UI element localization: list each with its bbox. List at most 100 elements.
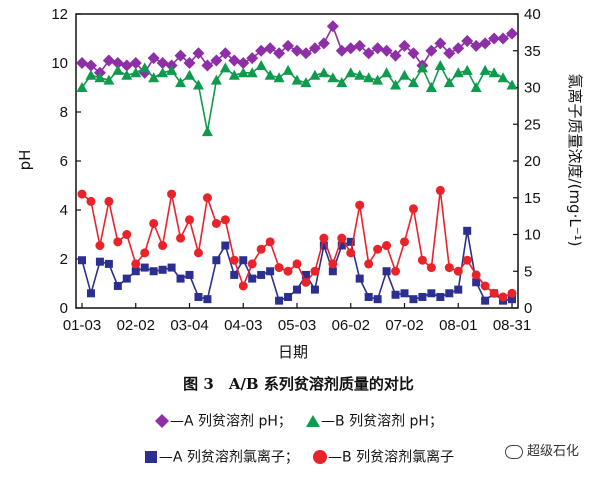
y-left-tick-label: 6 bbox=[60, 153, 68, 170]
data-point-triangle bbox=[210, 74, 222, 85]
data-point-triangle bbox=[443, 77, 455, 88]
data-point-triangle bbox=[121, 69, 133, 80]
data-point-square bbox=[95, 257, 104, 266]
data-point-square bbox=[230, 270, 239, 279]
data-point-triangle bbox=[506, 79, 518, 90]
data-point-diamond bbox=[308, 42, 321, 55]
data-point-triangle bbox=[416, 62, 428, 73]
data-point-diamond bbox=[326, 20, 339, 33]
figure-caption: 图 3 A/B 系列贫溶剂质量的对比 bbox=[183, 375, 414, 393]
data-point-diamond bbox=[255, 44, 268, 57]
data-point-circle bbox=[140, 248, 150, 258]
data-point-triangle bbox=[201, 126, 213, 137]
data-point-square bbox=[346, 237, 355, 246]
data-point-triangle bbox=[461, 64, 473, 75]
data-point-circle bbox=[364, 259, 374, 269]
data-point-diamond bbox=[210, 54, 223, 67]
x-tick-label: 02-02 bbox=[117, 317, 155, 334]
data-point-circle bbox=[444, 263, 454, 273]
data-point-triangle bbox=[139, 62, 151, 73]
data-point-circle bbox=[149, 218, 159, 228]
data-point-circle bbox=[400, 237, 409, 247]
data-point-triangle bbox=[219, 62, 231, 73]
data-point-square bbox=[275, 296, 284, 305]
data-point-diamond bbox=[344, 42, 357, 55]
y-right-tick-label: 25 bbox=[524, 116, 541, 133]
data-point-triangle bbox=[246, 67, 258, 78]
data-point-triangle bbox=[390, 79, 402, 90]
data-point-triangle bbox=[85, 69, 97, 80]
data-point-diamond bbox=[362, 47, 375, 60]
y-right-tick-label: 20 bbox=[524, 153, 541, 170]
x-axis-label: 日期 bbox=[278, 343, 308, 361]
data-point-diamond bbox=[335, 44, 348, 57]
data-point-square bbox=[284, 292, 293, 301]
watermark: 超级石化 bbox=[504, 440, 579, 459]
data-point-square bbox=[257, 270, 266, 279]
data-point-triangle bbox=[94, 72, 106, 83]
data-point-square bbox=[301, 270, 310, 279]
chat-bubble-icon bbox=[504, 444, 523, 459]
data-point-circle bbox=[131, 259, 141, 269]
data-point-diamond bbox=[380, 44, 393, 57]
data-point-square bbox=[436, 292, 445, 301]
data-point-triangle bbox=[381, 67, 393, 78]
y-axis-right-label: 氯离子质量浓度/(mg·L⁻¹) bbox=[566, 74, 584, 247]
data-point-triangle bbox=[273, 72, 285, 83]
data-point-triangle bbox=[354, 69, 366, 80]
data-point-square bbox=[185, 270, 194, 279]
data-point-triangle bbox=[407, 77, 419, 88]
data-point-circle bbox=[238, 281, 248, 291]
data-point-triangle bbox=[228, 69, 240, 80]
data-point-square bbox=[122, 274, 131, 283]
data-point-triangle bbox=[452, 67, 464, 78]
y-right-tick-label: 35 bbox=[524, 43, 541, 60]
data-point-circle bbox=[167, 189, 177, 199]
x-tick-label: 05-03 bbox=[278, 317, 316, 334]
data-point-square bbox=[319, 241, 328, 250]
series-1 bbox=[76, 20, 518, 79]
data-point-square bbox=[203, 295, 212, 304]
data-point-circle bbox=[211, 218, 221, 228]
data-point-circle bbox=[435, 185, 445, 195]
data-point-square bbox=[176, 274, 185, 283]
data-point-diamond bbox=[273, 47, 286, 60]
data-point-diamond bbox=[470, 39, 483, 52]
data-point-square bbox=[373, 295, 382, 304]
data-point-diamond bbox=[156, 57, 169, 69]
data-point-circle bbox=[453, 266, 463, 276]
data-point-circle bbox=[471, 270, 481, 280]
data-point-diamond bbox=[129, 57, 142, 69]
data-point-square bbox=[337, 241, 346, 250]
data-point-diamond bbox=[461, 34, 474, 47]
data-point-diamond bbox=[147, 52, 160, 65]
data-point-circle bbox=[489, 288, 499, 298]
data-point-circle bbox=[256, 244, 266, 254]
data-point-circle bbox=[391, 266, 401, 276]
data-point-triangle bbox=[363, 72, 375, 83]
data-point-square bbox=[167, 263, 176, 272]
data-point-square bbox=[86, 289, 95, 298]
y-left-tick-label: 0 bbox=[60, 300, 68, 317]
data-point-square bbox=[391, 290, 400, 299]
data-point-circle bbox=[122, 230, 132, 239]
data-point-circle bbox=[104, 196, 114, 206]
data-point-diamond bbox=[264, 42, 277, 55]
data-point-triangle bbox=[336, 77, 348, 88]
data-point-diamond bbox=[353, 39, 366, 52]
data-point-circle bbox=[193, 248, 203, 258]
data-point-diamond bbox=[452, 42, 465, 55]
data-point-triangle bbox=[157, 67, 169, 78]
data-point-square bbox=[158, 265, 167, 274]
data-point-circle bbox=[86, 196, 96, 206]
data-point-diamond bbox=[282, 39, 295, 52]
data-point-circle bbox=[202, 193, 212, 203]
data-point-triangle bbox=[425, 82, 437, 92]
data-point-circle bbox=[229, 255, 239, 265]
legend-row-ph: —A 列贫溶剂 pH； —B 列贫溶剂 pH； bbox=[0, 410, 597, 434]
data-point-diamond bbox=[291, 44, 303, 57]
legend-item-a-cl: —A 列贫溶剂氯离子； bbox=[143, 446, 299, 467]
legend-diamond-marker bbox=[155, 413, 170, 428]
data-point-diamond bbox=[398, 39, 411, 52]
